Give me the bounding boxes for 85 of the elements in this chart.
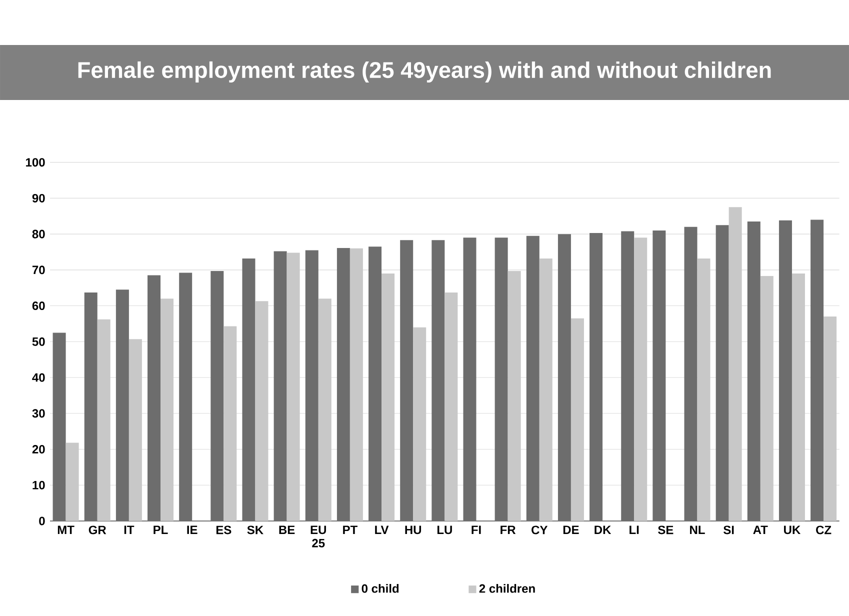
bar xyxy=(539,258,552,521)
bar xyxy=(210,271,224,521)
bar xyxy=(368,246,382,521)
bar xyxy=(778,220,792,521)
y-tick-label: 70 xyxy=(32,266,45,274)
bar xyxy=(274,251,287,521)
bar xyxy=(336,248,350,521)
y-tick-label: 30 xyxy=(32,409,45,418)
x-tick-label: SK xyxy=(247,526,264,534)
bar xyxy=(558,234,571,521)
bar xyxy=(255,301,268,521)
bar xyxy=(116,290,129,521)
x-tick-label: DK xyxy=(594,526,612,534)
y-tick-label: 20 xyxy=(32,445,45,454)
bar xyxy=(52,332,66,521)
x-tick-label: EU 25 xyxy=(310,526,326,548)
x-tick-label: PT xyxy=(343,526,358,534)
bar xyxy=(318,298,332,521)
bar xyxy=(97,319,110,521)
bar xyxy=(526,236,540,521)
bar xyxy=(463,238,476,521)
bar xyxy=(508,271,521,521)
x-tick-label: BE xyxy=(279,526,295,534)
bar xyxy=(179,272,192,521)
x-tick-label: HU xyxy=(405,526,422,534)
x-tick-label: DE xyxy=(563,526,579,534)
bar xyxy=(84,292,98,521)
x-tick-label: GR xyxy=(88,526,106,534)
bar xyxy=(148,275,161,521)
bar xyxy=(728,207,742,521)
y-tick-label: 90 xyxy=(32,194,45,202)
x-tick-label: CY xyxy=(532,526,548,534)
bar xyxy=(590,232,603,521)
bar xyxy=(432,240,445,521)
bar xyxy=(286,252,300,521)
bar xyxy=(242,258,256,521)
bar xyxy=(684,226,698,521)
y-tick-label: 10 xyxy=(32,480,45,490)
y-tick-label: 0 xyxy=(39,516,45,526)
bar xyxy=(621,231,634,521)
bar xyxy=(634,238,648,521)
x-tick-label: UK xyxy=(784,526,801,534)
bar xyxy=(747,222,760,521)
y-tick-label: 40 xyxy=(32,373,45,382)
bar xyxy=(824,316,837,521)
legend-label: 0 child xyxy=(362,584,399,593)
x-tick-label: LI xyxy=(630,526,639,534)
bar xyxy=(792,274,805,521)
bar xyxy=(400,240,414,521)
bar xyxy=(810,220,824,521)
bar xyxy=(224,326,237,521)
x-tick-label: IT xyxy=(124,526,134,534)
x-tick-label: IE xyxy=(187,526,198,534)
bar xyxy=(413,327,426,521)
x-tick-label: PL xyxy=(154,526,168,534)
bar xyxy=(716,225,729,521)
bar xyxy=(382,274,395,521)
bar xyxy=(760,276,774,521)
x-tick-label: ES xyxy=(216,526,232,534)
bar xyxy=(570,318,584,521)
bar xyxy=(66,442,79,521)
x-tick-label: SI xyxy=(724,526,734,534)
bar xyxy=(128,339,142,521)
y-tick-label: 100 xyxy=(26,158,45,167)
x-tick-label: LU xyxy=(437,526,452,534)
x-tick-label: LV xyxy=(375,526,389,534)
bar xyxy=(652,230,666,521)
chart-title: Female employment rates (25 49years) with and without children xyxy=(78,61,771,83)
bar xyxy=(160,298,174,521)
x-tick-label: MT xyxy=(58,526,74,534)
bar xyxy=(697,258,710,521)
y-tick-label: 60 xyxy=(32,302,45,310)
x-tick-label: NL xyxy=(690,526,705,534)
y-tick-label: 80 xyxy=(32,230,45,238)
y-tick-label: 50 xyxy=(32,337,45,346)
bar xyxy=(444,292,458,521)
x-tick-label: CZ xyxy=(816,526,832,534)
x-tick-label: FR xyxy=(500,526,516,534)
x-tick-label: FI xyxy=(472,526,481,534)
bar xyxy=(305,250,318,521)
x-tick-label: AT xyxy=(753,526,768,534)
bar xyxy=(494,238,508,521)
x-tick-label: SE xyxy=(658,526,674,534)
bar xyxy=(350,248,363,521)
legend-label: 2 children xyxy=(479,584,535,593)
